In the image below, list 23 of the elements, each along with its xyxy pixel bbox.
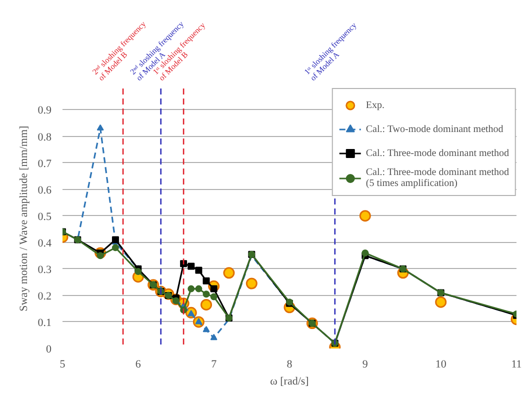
y-tick-label: 0 [46,344,52,356]
y-tick-label: 0.4 [38,237,52,250]
y-tick-label: 0.5 [38,210,52,223]
x-tick-label: 10 [435,358,447,370]
y-tick-label: 0.9 [38,104,52,117]
legend-label: Cal.: Three-mode dominant method (5 times amplification) [366,167,509,189]
legend-label: Cal.: Two-mode dominant method [366,122,504,136]
x-tick-label: 8 [286,358,293,370]
legend-label: Cal.: Three-mode dominant method [366,146,509,160]
y-tick-label: 0.6 [38,184,52,196]
y-tick-label: 0.2 [38,290,52,302]
legend-label: Exp. [366,98,386,112]
y-tick-label: 0.3 [38,264,52,276]
x-tick-label: 7 [211,358,218,370]
x-tick-label: 6 [135,358,142,370]
y-tick-label: 0.7 [38,158,52,170]
y-tick-label: 0.1 [38,316,52,329]
x-tick-label: 9 [362,358,368,370]
x-tick-label: 11 [511,358,522,370]
x-axis-title: ω [rad/s] [270,376,309,388]
y-axis-title: Sway motion / Wave amplitude [mm/mm] [18,126,30,312]
x-tick-label: 5 [60,358,66,370]
y-tick-label: 0.8 [38,131,52,144]
